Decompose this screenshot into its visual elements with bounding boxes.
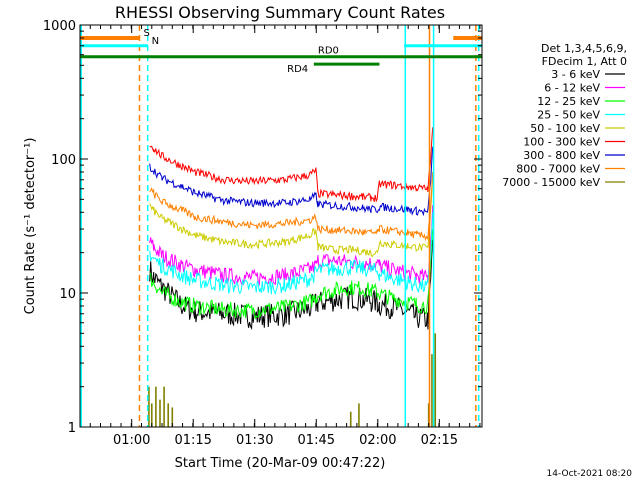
series-800-7000-kev	[149, 171, 434, 242]
annotation-layer: SN RD0 RD4	[80, 25, 482, 427]
legend-label-300-800-kev: 300 - 800 keV	[523, 149, 600, 162]
legend-label-12-25-kev: 12 - 25 keV	[537, 95, 600, 108]
x-tick-label-5: 02:15	[421, 433, 458, 448]
legend-label-100-300-kev: 100 - 300 keV	[523, 136, 600, 149]
footer-timestamp: 14-Oct-2021 08:20	[547, 469, 633, 479]
y-tick-label-2: 100	[51, 153, 76, 168]
decimation-label-rd0: RD0	[318, 46, 339, 57]
plot-frame	[79, 24, 483, 428]
x-tick-label-2: 01:30	[236, 433, 273, 448]
legend-label-6-12-kev: 6 - 12 keV	[544, 82, 600, 95]
decimation-label-rd4: RD4	[287, 64, 308, 75]
legend-label-3-6-kev: 3 - 6 keV	[551, 68, 600, 81]
y-tick-label-3: 1000	[43, 19, 76, 34]
y-axis: 1 10 100 1000	[43, 19, 482, 436]
x-axis-label: Start Time (20-Mar-09 00:47:22)	[175, 456, 386, 471]
series-7000-15000-kev	[148, 333, 437, 427]
x-axis: 01:00 01:15 01:30 01:45 02:00 02:15	[79, 25, 481, 448]
legend-label-25-50-kev: 25 - 50 keV	[537, 109, 600, 122]
series-12-25-kev	[149, 228, 434, 321]
series-6-12-kev	[149, 205, 434, 286]
series-50-100-kev	[149, 171, 434, 258]
x-tick-label-4: 02:00	[359, 433, 396, 448]
night-label-n: N	[152, 36, 159, 47]
series-3-6-kev	[149, 239, 434, 331]
x-tick-label-0: 01:00	[113, 433, 150, 448]
legend-header-1: FDecim 1, Att 0	[542, 55, 627, 68]
y-tick-label-0: 1	[68, 421, 76, 436]
x-tick-label-1: 01:15	[174, 433, 211, 448]
y-axis-label: Count Rate (s⁻¹ detector⁻¹)	[23, 138, 38, 315]
y-tick-label-1: 10	[59, 287, 76, 302]
series-300-800-kev	[149, 146, 434, 217]
legend-header-0: Det 1,3,4,5,6,9,	[541, 42, 627, 55]
x-tick-label-3: 01:45	[298, 433, 335, 448]
legend-label-7000-15000-kev: 7000 - 15000 keV	[502, 176, 600, 189]
legend: Det 1,3,4,5,6,9,FDecim 1, Att 03 - 6 keV…	[502, 42, 627, 189]
series-25-50-kev	[149, 212, 434, 296]
chart-title: RHESSI Observing Summary Count Rates	[115, 3, 445, 22]
attenuator-label-s: S	[143, 28, 149, 39]
series-layer	[148, 127, 437, 427]
series-100-300-kev	[149, 127, 434, 203]
legend-label-50-100-kev: 50 - 100 keV	[530, 122, 600, 135]
legend-label-800-7000-kev: 800 - 7000 keV	[516, 163, 600, 176]
